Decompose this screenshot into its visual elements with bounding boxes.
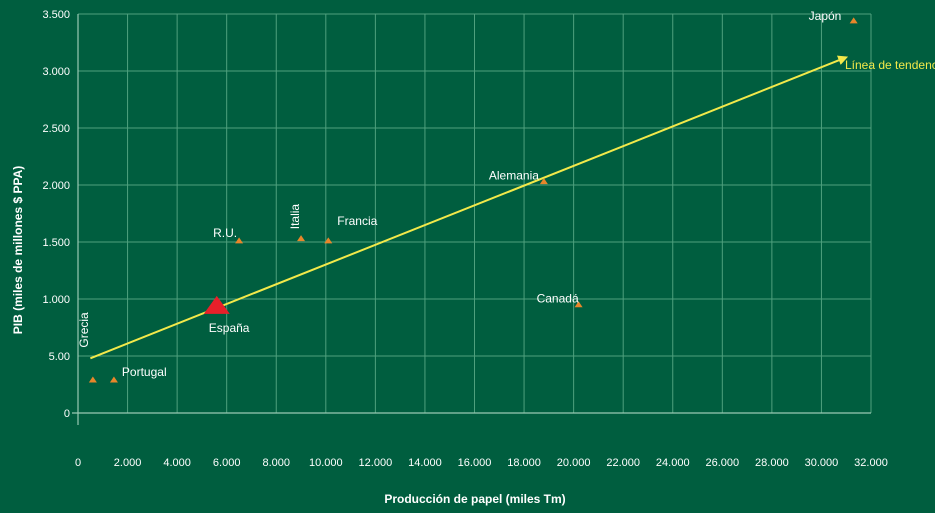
data-point xyxy=(849,17,858,24)
y-tick-label: 0 xyxy=(64,408,70,420)
x-tick-label: 6.000 xyxy=(213,457,241,469)
x-tick-label: 4.000 xyxy=(163,457,191,469)
grid xyxy=(78,13,872,413)
x-tick-label: 32.000 xyxy=(854,457,888,469)
y-tick-label: 3.500 xyxy=(42,9,70,21)
data-point-label: Japón xyxy=(809,9,842,23)
data-point-label: Portugal xyxy=(122,365,167,379)
y-tick-label: 3.000 xyxy=(42,66,70,78)
data-point xyxy=(88,376,97,383)
x-tick-label: 30.000 xyxy=(805,457,839,469)
y-tick-label: 2.000 xyxy=(42,180,70,192)
x-tick-label: 28.000 xyxy=(755,457,789,469)
data-point xyxy=(324,237,333,244)
x-axis-title: Producción de papel (miles Tm) xyxy=(384,492,565,506)
x-tick-label: 2.000 xyxy=(114,457,142,469)
axes xyxy=(72,14,871,425)
y-tick-label: 1.000 xyxy=(42,294,70,306)
x-tick-label: 22.000 xyxy=(606,457,640,469)
data-point xyxy=(109,376,118,383)
data-point-highlight xyxy=(203,295,230,314)
x-tick-label: 16.000 xyxy=(458,457,492,469)
x-tick-label: 10.000 xyxy=(309,457,343,469)
data-point-label: Italia xyxy=(288,204,302,230)
y-tick-label: 1.500 xyxy=(42,237,70,249)
data-points: Grecia Portugal España R.U. Italia Francia Ale… xyxy=(77,9,858,383)
trend-line xyxy=(90,55,849,360)
x-tick-label: 0 xyxy=(75,457,81,469)
x-tick-label: 26.000 xyxy=(705,457,739,469)
y-tick-label: 5.00 xyxy=(49,351,70,363)
y-tick-label: 2.500 xyxy=(42,123,70,135)
x-tick-label: 12.000 xyxy=(359,457,393,469)
x-tick-label: 8.000 xyxy=(262,457,290,469)
data-point xyxy=(574,301,583,308)
data-point-label: España xyxy=(209,321,250,335)
data-point xyxy=(235,237,244,244)
y-tick-labels: 0 5.00 1.000 1.500 2.000 2.500 3.000 3.500 xyxy=(42,9,70,420)
trend-line-label: Línea de tendencia xyxy=(845,58,935,72)
data-point-label: Grecia xyxy=(77,312,91,348)
x-tick-labels: 0 2.000 4.000 6.000 8.000 10.000 12.000 14.000 1… xyxy=(75,457,888,469)
data-point-label: Canadá xyxy=(537,292,579,306)
x-tick-label: 18.000 xyxy=(507,457,541,469)
x-tick-label: 24.000 xyxy=(656,457,690,469)
x-tick-label: 14.000 xyxy=(408,457,442,469)
y-axis-title: PIB (miles de millones $ PPA) xyxy=(11,166,25,335)
data-point-label: R.U. xyxy=(213,226,237,240)
data-point xyxy=(539,178,548,185)
data-point xyxy=(297,235,306,242)
x-tick-label: 20.000 xyxy=(557,457,591,469)
data-point-label: Francia xyxy=(337,214,377,228)
data-point-label: Alemania xyxy=(489,169,539,183)
